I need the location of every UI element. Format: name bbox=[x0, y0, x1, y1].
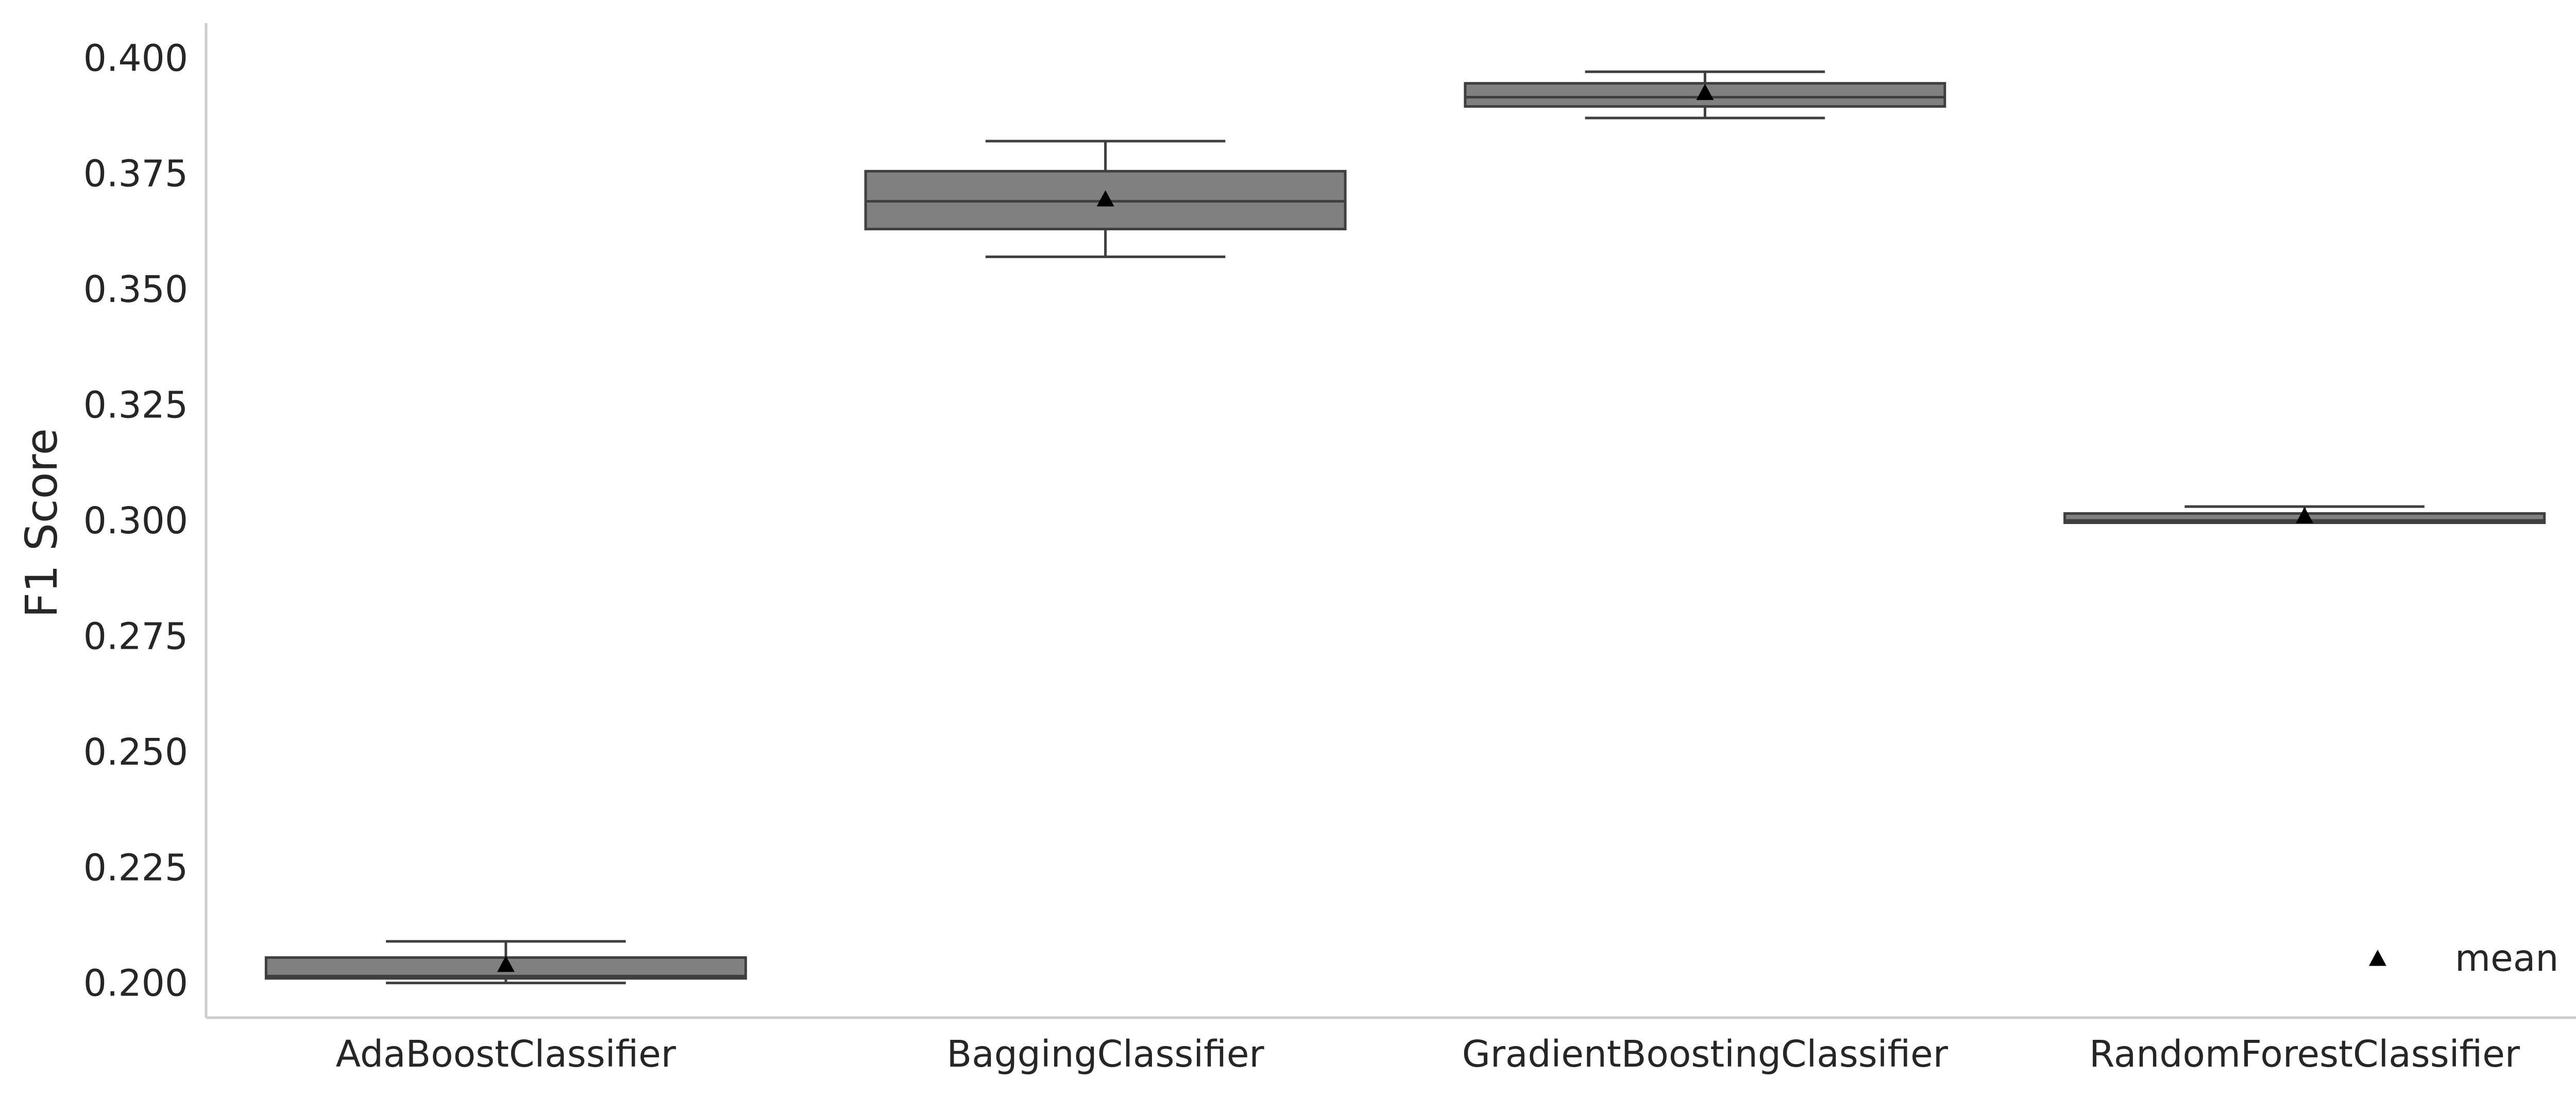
x-tick-label: GradientBoostingClassifier bbox=[1462, 1033, 1948, 1075]
box-group bbox=[1464, 70, 1946, 120]
y-tick-label: 0.300 bbox=[83, 499, 188, 542]
mean-marker bbox=[497, 955, 515, 972]
y-tick-label: 0.400 bbox=[83, 37, 188, 79]
y-tick-label: 0.325 bbox=[83, 384, 188, 427]
box-group bbox=[864, 140, 1347, 258]
y-axis-title: F1 Score bbox=[16, 428, 67, 618]
x-tick-label: AdaBoostClassifier bbox=[336, 1033, 676, 1075]
mean-marker bbox=[1696, 83, 1714, 100]
legend-mean-marker bbox=[2369, 950, 2386, 966]
x-tick-label: RandomForestClassifier bbox=[2089, 1033, 2520, 1075]
legend-label-mean: mean bbox=[2455, 937, 2558, 980]
y-axis: 0.200 0.225 0.250 0.275 0.300 0.325 0.350 0.375… bbox=[83, 23, 208, 1018]
y-tick-label: 0.375 bbox=[83, 153, 188, 195]
y-tick-label: 0.350 bbox=[83, 268, 188, 311]
y-tick-label: 0.200 bbox=[83, 962, 188, 1005]
y-tick-label: 0.225 bbox=[83, 846, 188, 889]
mean-marker bbox=[2296, 507, 2314, 524]
box-group bbox=[2063, 505, 2546, 524]
y-tick-label: 0.275 bbox=[83, 615, 188, 657]
x-tick-label: BaggingClassifier bbox=[946, 1033, 1264, 1075]
mean-marker bbox=[1096, 190, 1114, 207]
legend: mean bbox=[2369, 937, 2558, 980]
x-axis: AdaBoostClassifier BaggingClassifier Gradi… bbox=[206, 1016, 2576, 1075]
box-group bbox=[264, 940, 747, 985]
box-series bbox=[264, 70, 2546, 985]
y-tick-label: 0.250 bbox=[83, 731, 188, 773]
